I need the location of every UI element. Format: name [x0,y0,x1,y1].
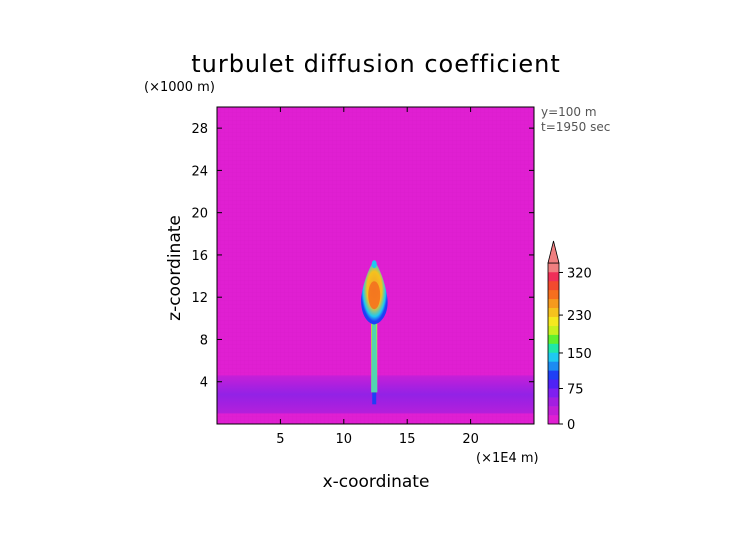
y-tick-label: 20 [191,207,208,222]
y-tick-label: 8 [200,333,208,348]
x-tick-label: 5 [276,432,284,447]
plume-tip [371,260,377,269]
colorbar: 0 75 150 230 320 [547,240,592,433]
colorbar-segment [548,307,559,317]
colorbar-segment [548,361,559,371]
x-axis-unit: (×1E4 m) [476,451,539,466]
x-tick-label: 10 [336,432,353,447]
colorbar-segment [548,397,559,407]
colorbar-tick-label: 320 [567,266,592,281]
colorbar-segment [548,289,559,300]
colorbar-segment [548,379,559,389]
colorbar-segment [548,263,559,273]
x-tick-label: 15 [399,432,416,447]
colorbar-segment [548,325,559,335]
colorbar-segment [548,406,559,416]
plot-frame [216,106,535,425]
y-axis-unit: (×1000 m) [144,80,215,95]
colorbar-segment [548,388,559,398]
y-tick-label: 24 [191,164,208,179]
colorbar-segment [548,280,559,291]
colorbar-tick-label: 150 [567,347,592,362]
colorbar-extend-arrow [547,240,560,264]
colorbar-segment [548,271,559,282]
x-tick-label: 20 [462,432,479,447]
colorbar-segment [548,352,559,362]
plume [361,260,388,405]
plume-hot-core [368,281,381,310]
annotation-t: t=1950 sec [541,120,610,134]
y-tick-label: 12 [191,291,208,306]
colorbar-tick-label: 75 [567,382,584,397]
colorbar-tick-label: 230 [567,309,592,324]
y-axis-ticks: 4 8 12 16 20 24 28 [191,122,534,391]
colorbar-segment [548,316,559,326]
x-axis-label: x-coordinate [323,472,430,492]
plume-stem-edge [371,307,378,393]
y-axis-label: z-coordinate [165,215,185,321]
chart-title: turbulet diffusion coefficient [191,50,561,78]
annotation-y: y=100 m [541,105,597,119]
x-axis-ticks: 5 10 15 20 [276,107,479,447]
colorbar-segment [548,415,559,425]
plot-area [217,107,534,424]
colorbar-segment [548,370,559,380]
y-tick-label: 4 [200,376,208,391]
colorbar-tick-label: 0 [567,418,575,433]
colorbar-segment [548,343,559,353]
colorbar-segment [548,334,559,344]
y-tick-label: 16 [191,249,208,264]
y-tick-label: 28 [191,122,208,137]
colorbar-segment [548,298,559,309]
